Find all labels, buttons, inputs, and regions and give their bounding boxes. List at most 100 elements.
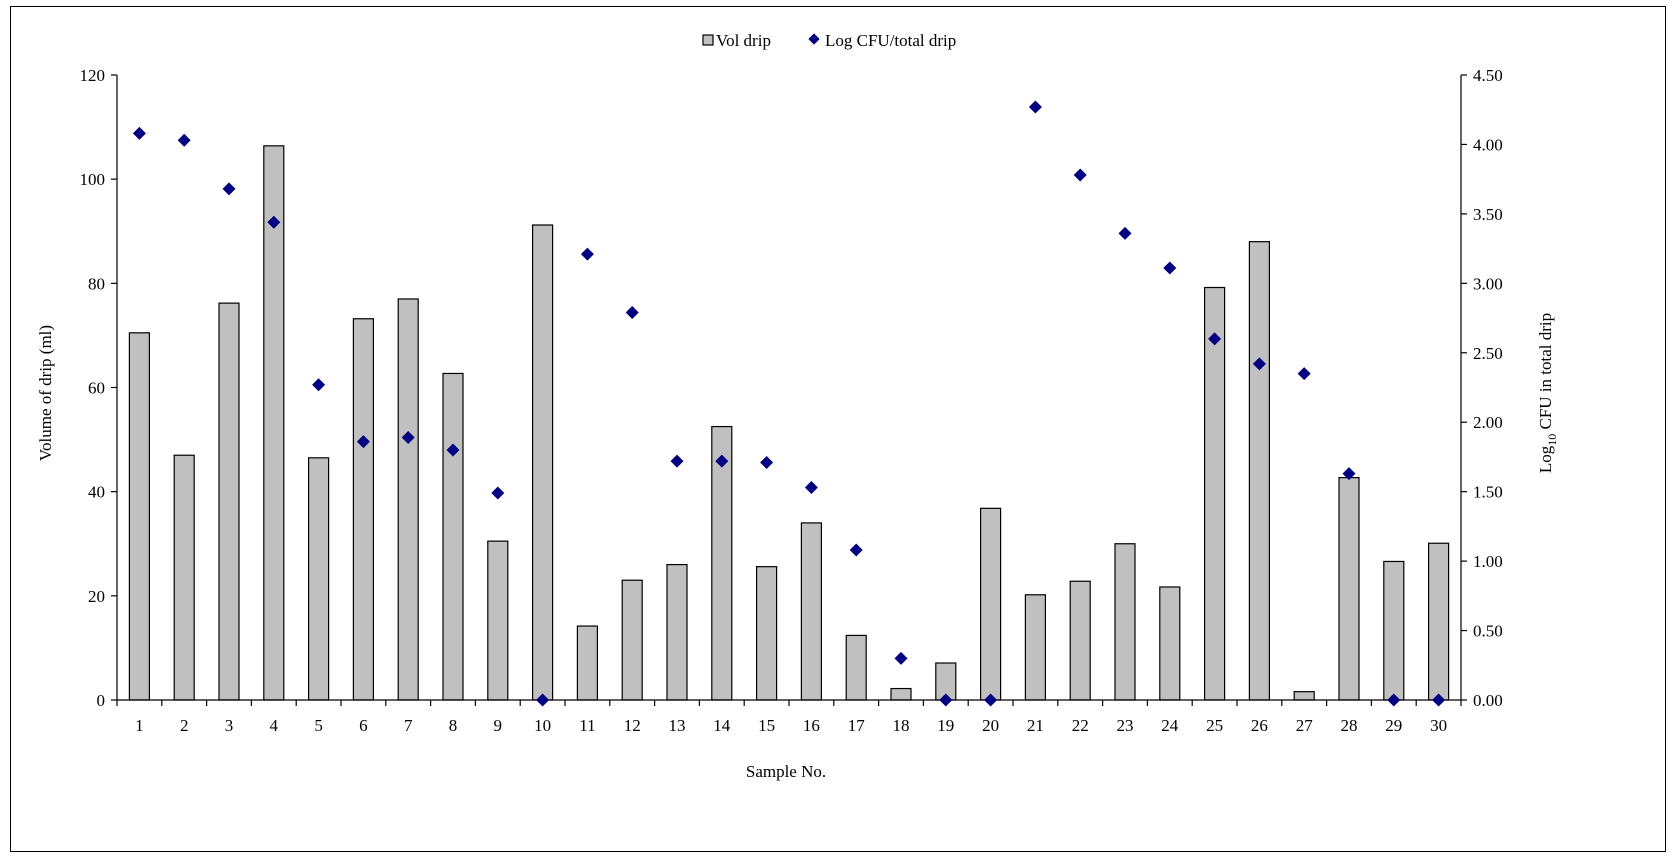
x-axis-tick-label: 26 — [1251, 716, 1268, 735]
data-point-marker — [1432, 693, 1446, 707]
x-axis-tick-label: 29 — [1385, 716, 1402, 735]
data-point-marker — [804, 481, 818, 494]
bar — [1293, 691, 1315, 701]
data-point-marker — [536, 693, 550, 707]
x-axis-tick-label: 13 — [669, 716, 686, 735]
bar — [1248, 241, 1271, 701]
x-axis-tick-labels: 1 2 3 4 5 6 7 8 9 10 11 12 13 14 15 16 17 18 19 20 21 22 23 24 2… — [135, 716, 1447, 735]
x-axis-tick-label: 5 — [314, 716, 323, 735]
right-axis-tick-label: 4.00 — [1473, 135, 1503, 154]
x-axis-tick-label: 24 — [1161, 716, 1179, 735]
bar — [621, 579, 643, 701]
data-point-marker — [1297, 367, 1311, 381]
bar — [1203, 286, 1226, 701]
x-axis-tick-label: 22 — [1072, 716, 1089, 735]
x-axis-tick-label: 25 — [1206, 716, 1223, 735]
data-point-marker — [1163, 261, 1177, 275]
right-axis-tick-label: 0.50 — [1473, 622, 1503, 641]
chart-frame: Vol drip Log CFU/total drip 0 20 40 60 80 100… — [10, 6, 1666, 852]
bar — [352, 318, 374, 701]
right-axis-tick-labels: 0.00 0.50 1.00 1.50 2.00 2.50 3.00 3.50 4.00 4.50 — [1473, 66, 1503, 710]
data-point-marker — [1387, 693, 1401, 707]
right-axis-tick-label: 4.50 — [1473, 66, 1503, 85]
data-point-marker — [670, 454, 684, 468]
legend-bar-swatch — [702, 34, 714, 46]
bar — [218, 302, 240, 701]
left-axis-tick-label: 20 — [88, 587, 105, 606]
x-axis-title: Sample No. — [746, 762, 826, 781]
legend-label-log-cfu: Log CFU/total drip — [825, 31, 956, 50]
data-point-marker — [580, 247, 594, 261]
y2-axis-title: Log10 CFU in total drip — [1536, 313, 1559, 473]
x-axis-tick-label: 4 — [270, 716, 279, 735]
bar — [308, 457, 330, 701]
left-axis-tick-label: 40 — [88, 483, 105, 502]
x-axis-tick-label: 28 — [1341, 716, 1358, 735]
x-axis-tick-label: 2 — [180, 716, 189, 735]
bar — [487, 540, 509, 701]
data-point-marker — [491, 486, 505, 500]
right-axis-tick-label: 1.50 — [1473, 483, 1503, 502]
data-point-marker — [760, 456, 774, 469]
x-axis-tick-label: 1 — [135, 716, 144, 735]
bar — [1024, 594, 1047, 701]
x-axis-tick-label: 10 — [534, 716, 551, 735]
data-point-marker — [1118, 226, 1132, 240]
legend: Vol drip Log CFU/total drip — [702, 31, 956, 50]
y2-axis-title-subscript: 10 — [1545, 434, 1559, 446]
data-point-marker — [356, 435, 370, 449]
x-axis-tick-label: 15 — [758, 716, 775, 735]
x-axis-tick-label: 8 — [449, 716, 458, 735]
right-axis-tick-label: 0.00 — [1473, 691, 1503, 710]
x-axis-tick-label: 23 — [1117, 716, 1134, 735]
data-point-marker — [849, 543, 863, 557]
x-axis-tick-label: 21 — [1027, 716, 1044, 735]
bar — [845, 634, 867, 701]
data-point-marker — [984, 693, 998, 707]
marker-series — [132, 100, 1446, 707]
data-point-marker — [446, 443, 460, 457]
data-point-marker — [1028, 100, 1042, 114]
right-axis-tick-label: 3.00 — [1473, 274, 1503, 293]
x-axis-tick-label: 7 — [404, 716, 413, 735]
left-axis-tick-label: 0 — [97, 691, 106, 710]
data-point-marker — [222, 182, 236, 196]
bar — [1114, 543, 1136, 701]
x-axis-tick-label: 27 — [1296, 716, 1314, 735]
left-axis-tick-label: 100 — [80, 170, 106, 189]
chart: Vol drip Log CFU/total drip 020406080100… — [36, 31, 1559, 781]
x-axis-tick-label: 20 — [982, 716, 999, 735]
bar — [1159, 586, 1181, 701]
x-axis-tick-label: 30 — [1430, 716, 1447, 735]
bar — [979, 507, 1002, 701]
left-axis-tick-label: 120 — [80, 66, 106, 85]
data-point-marker — [177, 133, 191, 147]
x-axis-tick-label: 9 — [494, 716, 503, 735]
bar — [173, 454, 195, 701]
bar — [263, 145, 285, 701]
x-axis-tick-label: 12 — [624, 716, 641, 735]
right-axis-tick-label: 2.00 — [1473, 413, 1503, 432]
left-axis-tick-label: 80 — [88, 274, 105, 293]
x-axis-tick-label: 6 — [359, 716, 368, 735]
legend-label-vol-drip: Vol drip — [716, 31, 771, 50]
bar — [128, 332, 151, 701]
bar — [576, 625, 599, 701]
x-axis-tick-label: 14 — [713, 716, 731, 735]
bar — [755, 566, 778, 701]
y-axis-title: Volume of drip (ml) — [36, 325, 55, 461]
y2-axis-title-main: Log — [1536, 445, 1555, 473]
legend-marker-swatch — [808, 33, 820, 45]
data-point-marker — [1252, 357, 1266, 371]
data-point-marker — [939, 693, 953, 707]
x-axis-tick-label: 11 — [579, 716, 595, 735]
left-axis-tick-labels: 0 20 40 60 80 100 120 — [80, 66, 106, 710]
right-axis-tick-label: 1.00 — [1473, 552, 1503, 571]
bar — [1383, 560, 1405, 701]
x-axis-tick-label: 3 — [225, 716, 234, 735]
bar — [1069, 580, 1091, 701]
x-axis-tick-label: 19 — [937, 716, 954, 735]
bar — [442, 372, 464, 701]
data-point-marker — [625, 306, 639, 319]
y2-axis-title-rest: CFU in total drip — [1536, 313, 1555, 434]
